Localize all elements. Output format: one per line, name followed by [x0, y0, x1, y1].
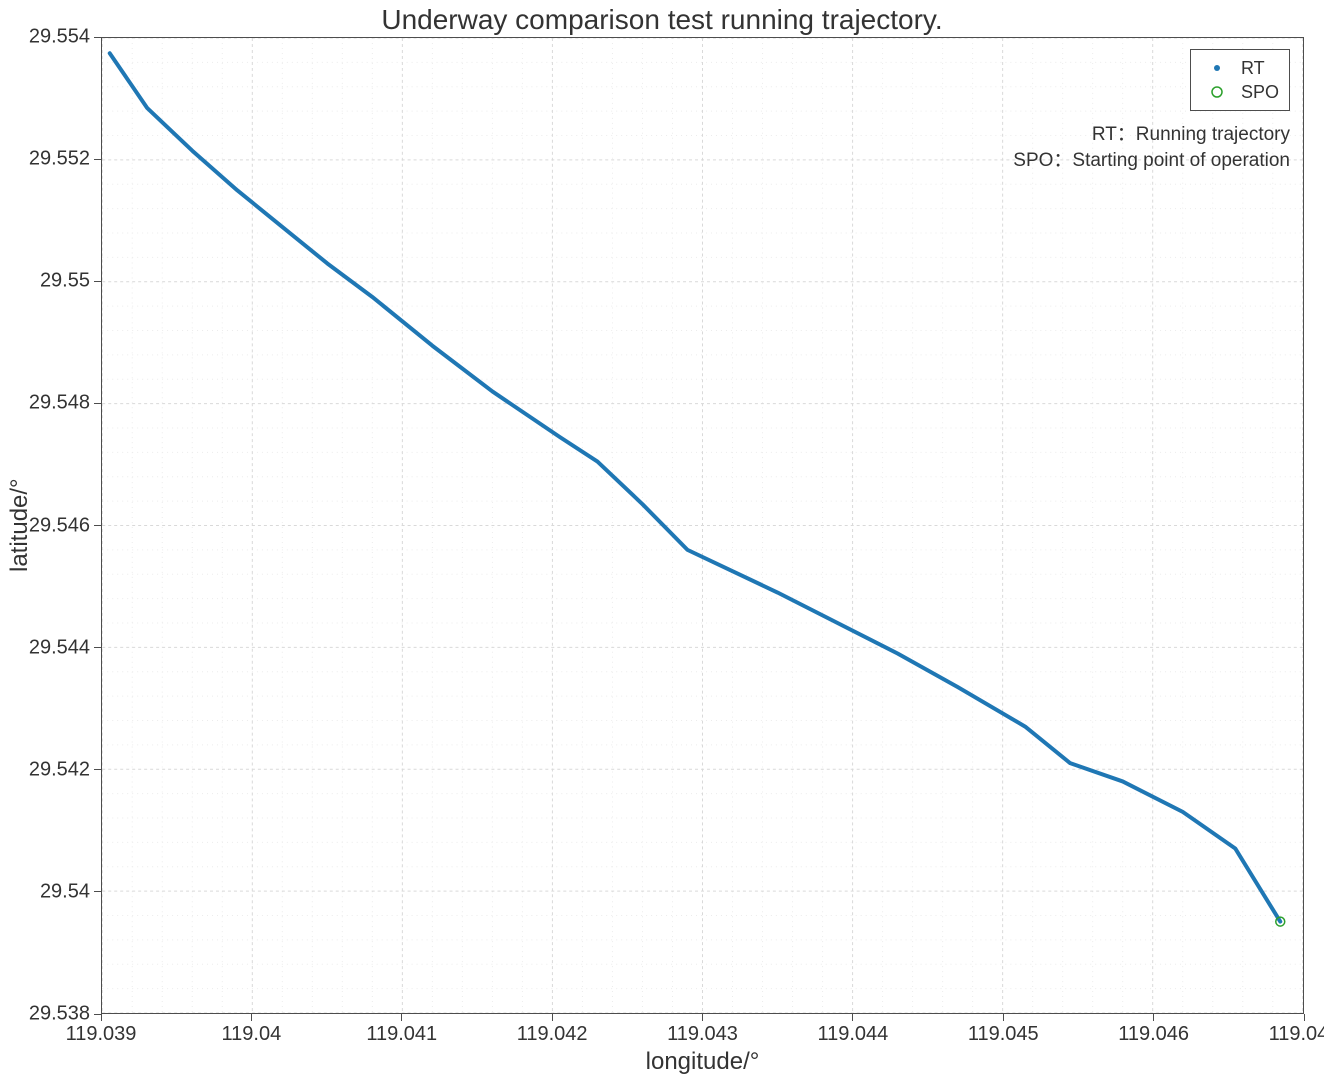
y-tick-mark: [94, 281, 101, 282]
annotation-spo: SPO：Starting point of operation: [1013, 145, 1290, 172]
y-tick-label: 29.546: [29, 514, 90, 537]
y-tick-mark: [94, 769, 101, 770]
legend: RT SPO: [1190, 49, 1290, 111]
y-tick-mark: [94, 647, 101, 648]
y-tick-mark: [94, 1014, 101, 1015]
x-tick-mark: [702, 1014, 703, 1021]
plot-area: [101, 37, 1304, 1014]
y-tick-label: 29.55: [40, 270, 90, 293]
x-tick-label: 119.047: [1269, 1023, 1324, 1046]
x-tick-mark: [401, 1014, 402, 1021]
x-axis-label: longitude/°: [101, 1048, 1304, 1076]
x-tick-label: 119.042: [517, 1023, 588, 1046]
legend-label: RT: [1241, 58, 1265, 79]
y-tick-mark: [94, 891, 101, 892]
y-tick-label: 29.538: [29, 1003, 90, 1026]
x-tick-mark: [552, 1014, 553, 1021]
legend-item-rt: RT: [1201, 56, 1279, 80]
x-tick-mark: [251, 1014, 252, 1021]
x-tick-mark: [1153, 1014, 1154, 1021]
y-tick-mark: [94, 403, 101, 404]
y-tick-label: 29.548: [29, 392, 90, 415]
y-tick-label: 29.544: [29, 636, 90, 659]
y-tick-mark: [94, 37, 101, 38]
x-tick-label: 119.046: [1118, 1023, 1189, 1046]
x-tick-label: 119.041: [366, 1023, 437, 1046]
chart-title: Underway comparison test running traject…: [0, 4, 1324, 36]
x-tick-label: 119.043: [667, 1023, 738, 1046]
y-tick-mark: [94, 525, 101, 526]
y-tick-label: 29.554: [29, 26, 90, 49]
y-tick-label: 29.542: [29, 758, 90, 781]
x-tick-mark: [101, 1014, 102, 1021]
y-tick-label: 29.54: [40, 880, 90, 903]
x-tick-label: 119.044: [817, 1023, 888, 1046]
legend-item-spo: SPO: [1201, 80, 1279, 104]
legend-label: SPO: [1241, 82, 1279, 103]
trajectory-line: [110, 53, 1281, 921]
y-tick-mark: [94, 159, 101, 160]
annotation-rt: RT：Running trajectory: [1092, 119, 1290, 146]
x-tick-mark: [1003, 1014, 1004, 1021]
x-tick-label: 119.039: [66, 1023, 137, 1046]
x-tick-label: 119.04: [222, 1023, 282, 1046]
x-tick-mark: [1304, 1014, 1305, 1021]
x-tick-label: 119.045: [968, 1023, 1039, 1046]
x-tick-mark: [852, 1014, 853, 1021]
y-tick-label: 29.552: [29, 148, 90, 171]
